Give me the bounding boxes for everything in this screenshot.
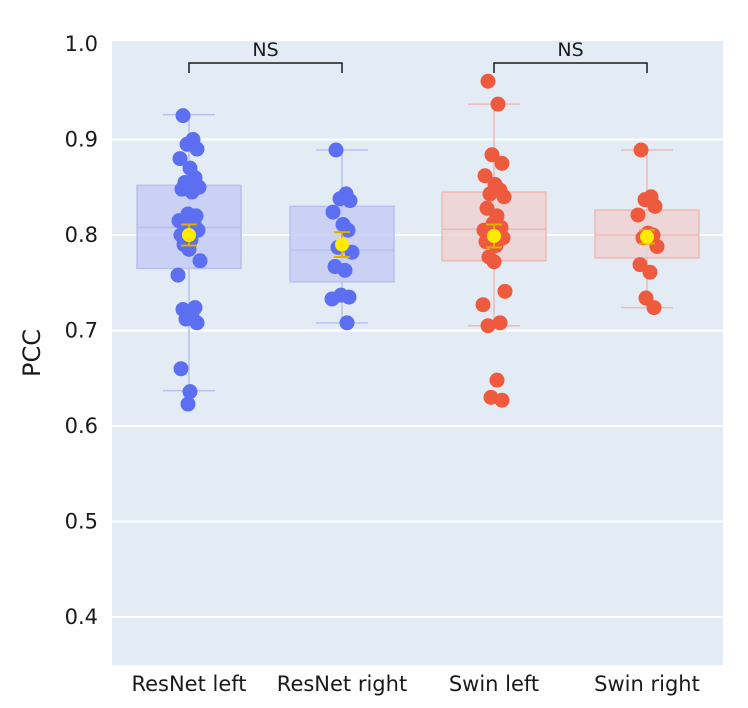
data-point	[642, 264, 658, 280]
y-tick-label: 0.4	[65, 605, 98, 629]
data-point	[324, 291, 340, 307]
x-tick-label: Swin left	[449, 672, 539, 696]
data-point	[180, 396, 196, 412]
data-point	[490, 96, 506, 112]
mean-markers	[181, 223, 655, 258]
data-point	[492, 315, 508, 331]
y-tick-label: 0.7	[65, 319, 98, 343]
significance-label: NS	[557, 39, 583, 61]
data-point	[189, 315, 205, 331]
data-point	[325, 204, 341, 220]
data-point	[480, 73, 496, 89]
y-tick-label: 0.6	[65, 414, 98, 438]
y-tick-labels: 1.0 0.9 0.8 0.7 0.6 0.5 0.4	[65, 32, 98, 629]
y-tick-label: 1.0	[65, 32, 98, 56]
data-point	[339, 315, 355, 331]
data-point	[486, 254, 502, 270]
significance-annotations: NS NS	[188, 39, 648, 73]
data-point	[342, 193, 358, 209]
mean-marker	[335, 237, 349, 252]
data-point	[484, 147, 500, 163]
mean-marker	[182, 228, 196, 242]
mean-marker	[640, 229, 654, 244]
data-point	[173, 361, 189, 377]
data-point	[184, 184, 200, 200]
y-tick-label: 0.9	[65, 128, 98, 152]
data-point	[496, 189, 512, 205]
data-point	[172, 151, 188, 167]
y-tick-label: 0.5	[65, 510, 98, 534]
y-axis-label: PCC	[18, 329, 46, 377]
x-tick-label: Swin right	[594, 672, 700, 696]
data-point	[189, 141, 205, 157]
data-point	[477, 168, 493, 184]
data-point	[497, 283, 513, 299]
plot-background	[112, 41, 723, 665]
data-point	[344, 244, 360, 260]
data-point	[341, 289, 357, 305]
data-point	[175, 108, 191, 124]
data-point	[647, 198, 663, 214]
data-point	[630, 207, 646, 223]
data-point	[646, 300, 662, 316]
x-tick-labels: ResNet left ResNet right Swin left Swin rig…	[131, 672, 699, 696]
data-point	[170, 267, 186, 283]
data-point	[340, 222, 356, 238]
data-point	[489, 372, 505, 388]
data-point	[633, 142, 649, 158]
significance-label: NS	[252, 39, 278, 61]
x-tick-label: ResNet right	[277, 672, 407, 696]
x-tick-label: ResNet left	[131, 672, 246, 696]
data-point	[494, 392, 510, 408]
data-point	[482, 186, 498, 202]
data-point	[337, 262, 353, 278]
mean-marker	[487, 228, 501, 243]
data-point	[182, 384, 198, 400]
significance-bracket	[493, 62, 648, 73]
data-point	[192, 253, 208, 269]
data-point	[480, 318, 496, 334]
data-points	[170, 73, 665, 412]
data-point	[475, 297, 491, 313]
significance-bracket	[188, 62, 343, 73]
data-point	[328, 142, 344, 158]
data-point	[494, 155, 510, 171]
y-tick-label: 0.8	[65, 223, 98, 247]
